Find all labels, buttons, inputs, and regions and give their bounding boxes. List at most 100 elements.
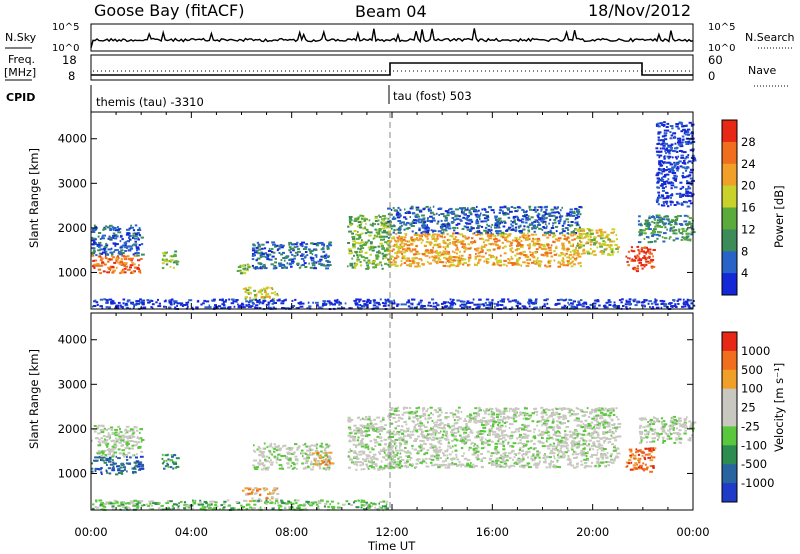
heatmap-cell — [299, 301, 303, 304]
heatmap-cell — [241, 489, 245, 492]
heatmap-cell — [255, 297, 258, 300]
heatmap-cell — [148, 301, 151, 304]
heatmap-cell — [251, 301, 255, 304]
heatmap-cell — [286, 307, 290, 310]
heatmap-cell — [538, 456, 541, 459]
heatmap-cell — [436, 249, 438, 252]
heatmap-cell — [507, 261, 509, 264]
heatmap-cell — [244, 296, 248, 299]
heatmap-cell — [489, 230, 492, 233]
heatmap-cell — [461, 303, 465, 306]
heatmap-cell — [256, 299, 260, 302]
heatmap-cell — [443, 252, 447, 255]
heatmap-cell — [322, 244, 325, 247]
heatmap-cell — [263, 287, 265, 290]
heatmap-cell — [371, 249, 375, 252]
heatmap-cell — [304, 452, 308, 455]
heatmap-cell — [296, 307, 298, 310]
heatmap-cell — [360, 241, 365, 244]
heatmap-cell — [493, 302, 496, 305]
heatmap-cell — [309, 453, 314, 456]
heatmap-cell — [393, 261, 397, 264]
heatmap-cell — [108, 258, 112, 261]
heatmap-cell — [651, 259, 655, 261]
heatmap-cell — [171, 455, 174, 458]
heatmap-cell — [271, 255, 275, 258]
heatmap-cell — [280, 302, 285, 305]
heatmap-cell — [117, 448, 121, 451]
heatmap-cell — [125, 233, 130, 236]
heatmap-cell — [507, 208, 510, 211]
heatmap-cell — [539, 265, 541, 268]
heatmap-cell — [105, 428, 108, 431]
heatmap-cell — [588, 229, 592, 232]
heatmap-cell — [658, 167, 660, 170]
heatmap-cell — [392, 248, 395, 251]
heatmap-cell — [191, 306, 194, 309]
heatmap-cell — [508, 300, 512, 303]
heatmap-cell — [475, 220, 480, 223]
heatmap-cell — [535, 248, 539, 251]
heatmap-cell — [138, 244, 141, 246]
heatmap-cell — [310, 444, 314, 447]
heatmap-cell — [507, 258, 510, 260]
heatmap-cell — [482, 426, 484, 429]
heatmap-cell — [429, 251, 433, 254]
heatmap-cell — [400, 242, 403, 245]
heatmap-cell — [411, 238, 415, 241]
heatmap-cell — [574, 306, 578, 309]
heatmap-cell — [564, 451, 569, 454]
heatmap-cell — [548, 234, 552, 237]
heatmap-cell — [538, 246, 542, 249]
heatmap-cell — [671, 127, 674, 130]
heatmap-cell — [528, 302, 531, 305]
heatmap-cell — [475, 249, 479, 252]
heatmap-cell — [681, 227, 685, 230]
heatmap-cell — [399, 225, 402, 228]
heatmap-cell — [476, 218, 478, 221]
heatmap-cell — [141, 303, 145, 306]
heatmap-cell — [273, 447, 276, 450]
heatmap-cell — [271, 241, 276, 244]
heatmap-cell — [675, 163, 679, 166]
heatmap-cell — [617, 306, 621, 309]
heatmap-cell — [134, 467, 137, 470]
heatmap-cell — [500, 220, 503, 223]
heatmap-cell — [687, 195, 689, 198]
heatmap-cell — [265, 241, 269, 244]
heatmap-cell — [121, 268, 125, 271]
heatmap-cell — [681, 166, 685, 169]
heatmap-cell — [282, 266, 287, 269]
heatmap-cell — [681, 236, 684, 239]
heatmap-cell — [113, 451, 117, 454]
heatmap-cell — [223, 306, 227, 309]
heatmap-cell — [421, 306, 424, 308]
heatmap-cell — [112, 433, 114, 436]
heatmap-cell — [139, 437, 143, 440]
heatmap-cell — [506, 207, 511, 210]
heatmap-cell — [592, 250, 595, 253]
heatmap-cell — [647, 248, 652, 251]
heatmap-cell — [480, 212, 482, 215]
heatmap-cell — [123, 271, 127, 274]
heatmap-cell — [630, 259, 633, 262]
heatmap-cell — [459, 304, 462, 307]
heatmap-cell — [379, 215, 382, 218]
heatmap-cell — [375, 306, 379, 309]
heatmap-cell — [656, 200, 659, 203]
heatmap-cell — [109, 238, 113, 241]
heatmap-cell — [522, 250, 526, 253]
heatmap-cell — [367, 261, 371, 264]
heatmap-cell — [643, 237, 646, 240]
heatmap-cell — [475, 215, 478, 218]
heatmap-cell — [368, 429, 370, 432]
heatmap-cell — [117, 261, 120, 264]
heatmap-cell — [475, 230, 478, 233]
heatmap-cell — [687, 215, 690, 218]
heatmap-cell — [687, 185, 690, 188]
heatmap-cell — [385, 458, 389, 461]
heatmap-cell — [315, 447, 318, 450]
heatmap-cell — [457, 241, 461, 244]
heatmap-cell — [577, 208, 580, 211]
heatmap-cell — [410, 457, 413, 459]
